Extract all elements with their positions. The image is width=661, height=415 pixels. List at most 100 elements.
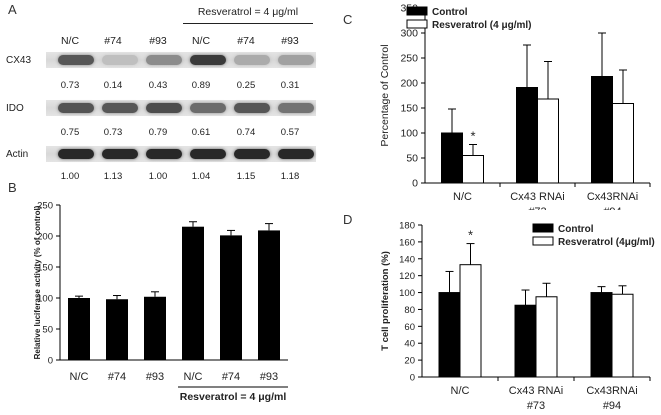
ido-band: [58, 103, 94, 113]
y-tick-label: 50: [42, 325, 53, 336]
ido-band: [146, 103, 182, 113]
y-tick-label: 140: [399, 254, 415, 265]
x-tick-label: N/C: [453, 191, 472, 203]
actin-quant: 1.00: [148, 171, 168, 182]
bar: [68, 298, 90, 360]
y-tick-label: 250: [37, 201, 53, 212]
y-tick-label: 0: [48, 356, 53, 367]
blot-label-cx43: CX43: [6, 55, 32, 66]
legend-label: Resveratrol (4μg/ml): [558, 237, 655, 248]
lane-label: #74: [104, 35, 122, 47]
ido-quant: 0.61: [191, 127, 211, 138]
x-tick-label: #93: [146, 371, 164, 383]
bar: [535, 296, 558, 378]
y-tick-label: 0: [410, 373, 415, 384]
actin-band: [146, 149, 182, 159]
lane-label: #74: [237, 35, 255, 47]
x-tick-label: #73: [528, 206, 546, 210]
cx43-quant: 0.25: [236, 80, 256, 91]
y-tick-label: 60: [404, 322, 415, 333]
ido-band: [234, 103, 270, 113]
y-tick-label: 300: [400, 28, 418, 40]
x-tick-label: Cx43 RNAi: [510, 191, 564, 203]
x-tick-label: #73: [527, 400, 545, 412]
actin-quant: 1.00: [60, 171, 80, 182]
bar: [514, 304, 537, 378]
x-tick-label: #94: [603, 400, 621, 412]
legend-label: Resveratrol (4 μg/ml): [432, 20, 531, 31]
x-tick-label: #94: [603, 206, 621, 210]
blot-label-actin: Actin: [6, 149, 29, 160]
blot-strip-ido: [46, 100, 316, 116]
treatment-label: Resveratrol = 4 μg/ml: [197, 6, 299, 18]
blot-label-ido: IDO: [6, 103, 24, 114]
y-tick-label: 40: [404, 339, 415, 350]
lane-label: N/C: [60, 35, 80, 47]
bar: [516, 87, 538, 184]
y-tick-label: 150: [37, 263, 53, 274]
bar: [462, 155, 484, 184]
bar: [182, 226, 204, 360]
ido-quant: 0.79: [148, 127, 168, 138]
chart-d-tcell-proliferation: 0 20 40 60 80 100 120 140 160 180 T cell prolifera…: [380, 221, 655, 413]
x-tick-label: Cx43 RNAi: [509, 385, 563, 397]
x-tick-label: N/C: [184, 371, 203, 383]
legend-label: Control: [432, 7, 468, 18]
panel-letter-c: C: [343, 12, 353, 27]
bar: [220, 235, 242, 360]
legend-swatch: [406, 19, 428, 29]
cx43-quant: 0.73: [60, 80, 80, 91]
actin-band: [190, 149, 226, 159]
y-tick-label: 20: [404, 356, 415, 367]
y-tick-label: 100: [399, 288, 415, 299]
y-tick-label: 150: [400, 103, 418, 115]
legend-swatch: [406, 6, 428, 16]
cx43-quant: 0.14: [103, 80, 123, 91]
group-label: Resveratrol = 4 μg/ml: [180, 391, 287, 403]
bar: [459, 264, 482, 378]
y-tick-label: 250: [400, 53, 418, 65]
bar: [106, 299, 128, 360]
lane-label: #93: [281, 35, 299, 47]
treatment-bracket-line: [183, 23, 313, 24]
y-tick-label: 120: [399, 271, 415, 282]
lane-label: N/C: [191, 35, 211, 47]
y-axis-label: Percentage of Control: [379, 44, 391, 146]
bar: [441, 132, 463, 184]
actin-quant: 1.04: [191, 171, 211, 182]
ido-quant: 0.75: [60, 127, 80, 138]
panel-letter-d: D: [343, 212, 353, 227]
actin-band: [58, 149, 94, 159]
actin-quant: 1.13: [103, 171, 123, 182]
cx43-quant: 0.31: [280, 80, 300, 91]
x-tick-label: #74: [108, 371, 126, 383]
actin-band: [278, 149, 314, 159]
blot-strip-actin: [46, 146, 316, 162]
y-tick-label: 180: [399, 221, 415, 232]
ido-band: [102, 103, 138, 113]
legend-label: Control: [558, 224, 594, 235]
y-tick-label: 100: [400, 128, 418, 140]
y-axis-label: T cell proliferation (%): [380, 251, 391, 351]
cx43-band: [190, 55, 226, 65]
panel-letter-b: B: [8, 180, 17, 195]
ido-quant: 0.73: [103, 127, 123, 138]
y-tick-label: 100: [37, 294, 53, 305]
bar: [590, 292, 613, 378]
cx43-band: [234, 55, 270, 65]
bar: [611, 293, 634, 378]
y-tick-label: 200: [37, 232, 53, 243]
blot-strip-cx43: [46, 52, 316, 68]
cx43-quant: 0.89: [191, 80, 211, 91]
cx43-band: [58, 55, 94, 65]
actin-band: [102, 149, 138, 159]
cx43-quant: 0.43: [148, 80, 168, 91]
y-tick-label: 80: [404, 305, 415, 316]
bar: [144, 296, 166, 360]
cx43-band: [102, 55, 138, 65]
x-tick-label: #74: [222, 371, 240, 383]
ido-quant: 0.57: [280, 127, 300, 138]
actin-quant: 1.18: [280, 171, 300, 182]
bar: [612, 103, 634, 184]
